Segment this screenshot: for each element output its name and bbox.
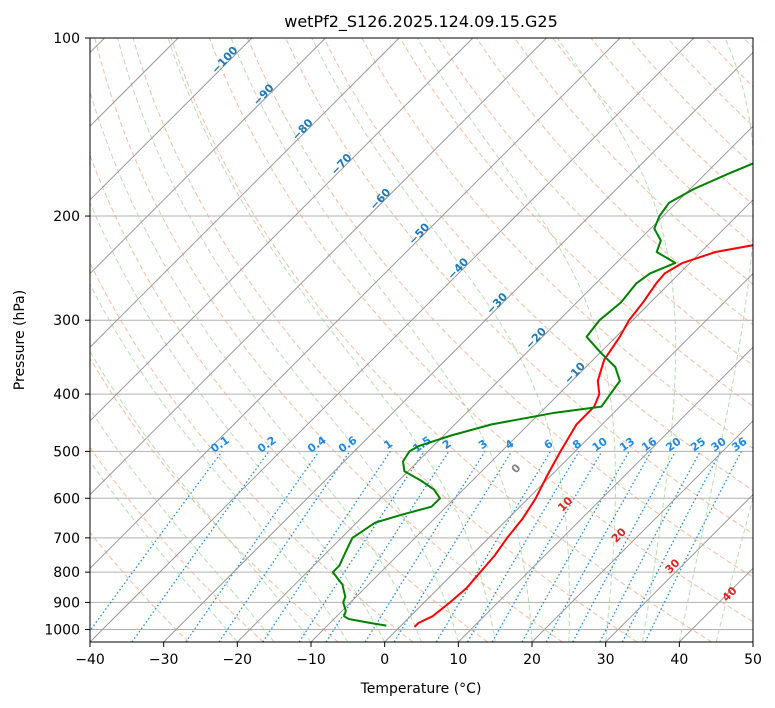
moist-adiabat-line [90, 408, 275, 642]
moist-adiabat-line [90, 460, 238, 642]
isotherm-line [90, 38, 695, 642]
y-tick-label: 900 [53, 595, 80, 611]
x-tick-label: 50 [744, 652, 762, 668]
isotherm-line [236, 125, 753, 642]
y-tick-label: 1000 [44, 622, 80, 638]
x-axis-ticks: −40 −30 −20 −10 0 10 20 30 40 50 [75, 642, 762, 668]
isotherm-line [384, 272, 753, 642]
moist-adiabat-line [416, 38, 616, 642]
x-axis-label: Temperature (°C) [360, 681, 482, 697]
mixing-ratio-line [545, 451, 652, 642]
mixing-ratio-line [90, 451, 223, 632]
x-tick-label: 10 [449, 652, 467, 668]
isotherm-line [605, 493, 753, 642]
y-tick-label: 700 [53, 531, 80, 547]
isotherm-line [90, 38, 326, 275]
pressure-gridlines [90, 38, 753, 630]
isotherm-line [90, 38, 474, 422]
moist-adiabat-line [117, 38, 459, 642]
dry-adiabat-line [514, 38, 753, 285]
y-tick-label: 100 [53, 31, 80, 47]
dry-adiabat-line [94, 38, 563, 642]
x-tick-label: 40 [670, 652, 688, 668]
isotherm-line [90, 38, 547, 496]
y-tick-label: 300 [53, 313, 80, 329]
dry-adiabat-line [437, 38, 753, 366]
dry-adiabat-line [246, 38, 753, 578]
dewpoint-profile-line [331, 162, 753, 627]
x-tick-label: −30 [149, 652, 179, 668]
moist-adiabat-line [311, 38, 570, 642]
isotherm-line [90, 38, 621, 570]
y-tick-label: 400 [53, 387, 80, 403]
moist-adiabat-line [90, 201, 386, 642]
dry-adiabat-line [323, 38, 753, 492]
y-axis-ticks: 100 200 300 400 500 600 700 800 900 1000 [44, 31, 90, 638]
dry-adiabat-line [90, 531, 190, 642]
moist-adiabat-line [715, 496, 753, 642]
dry-adiabat-line [90, 357, 339, 642]
isotherm-line [310, 199, 753, 642]
isotherm-line [163, 51, 753, 642]
isotherm-line [90, 38, 400, 348]
plot-frame [89, 37, 754, 643]
mixing-ratio-lines [90, 451, 742, 642]
y-tick-label: 200 [53, 209, 80, 225]
x-tick-label: −10 [296, 652, 326, 668]
moist-adiabat-line [678, 38, 753, 642]
dry-adiabat-line [399, 38, 753, 408]
mixing-ratio-line [298, 451, 425, 642]
mixing-ratio-line [262, 451, 391, 642]
x-tick-label: 0 [380, 652, 389, 668]
mixing-ratio-line [393, 451, 513, 642]
x-tick-label: −20 [223, 652, 253, 668]
isotherm-line [457, 346, 753, 642]
dry-adiabat-line [208, 38, 753, 623]
x-tick-label: −40 [75, 652, 105, 668]
profile-series [331, 162, 753, 628]
dry-adiabat-line [170, 38, 712, 642]
dry-adiabat-line [90, 153, 488, 642]
skewed-isotherms [90, 38, 753, 642]
moist-adiabat-line [167, 38, 496, 642]
isotherm-line [90, 38, 253, 201]
x-tick-label: 20 [523, 652, 541, 668]
mixing-ratio-line [325, 451, 450, 642]
mixing-ratio-line [621, 451, 722, 642]
isotherm-line [531, 420, 753, 642]
mixing-ratio-line [185, 451, 320, 642]
moist-adiabat-line [90, 283, 349, 642]
y-tick-label: 500 [53, 444, 80, 460]
x-tick-label: 30 [597, 652, 615, 668]
y-tick-label: 600 [53, 491, 80, 507]
y-axis-label: Pressure (hPa) [12, 290, 28, 390]
mixing-ratio-line [218, 451, 351, 642]
mixing-ratio-line [572, 451, 677, 642]
chart-title: wetPf2_S126.2025.124.09.15.G25 [284, 12, 558, 32]
y-tick-label: 800 [53, 565, 80, 581]
dry-adiabat-line [90, 446, 264, 642]
mixing-ratio-line [521, 451, 630, 642]
mixing-ratio-line [644, 451, 742, 642]
plot-area [90, 38, 753, 642]
moist-adiabat-line [230, 38, 533, 642]
dry-adiabat-line [132, 38, 638, 642]
moist-adiabat-line [556, 38, 677, 642]
temperature-profile-line [413, 244, 753, 628]
